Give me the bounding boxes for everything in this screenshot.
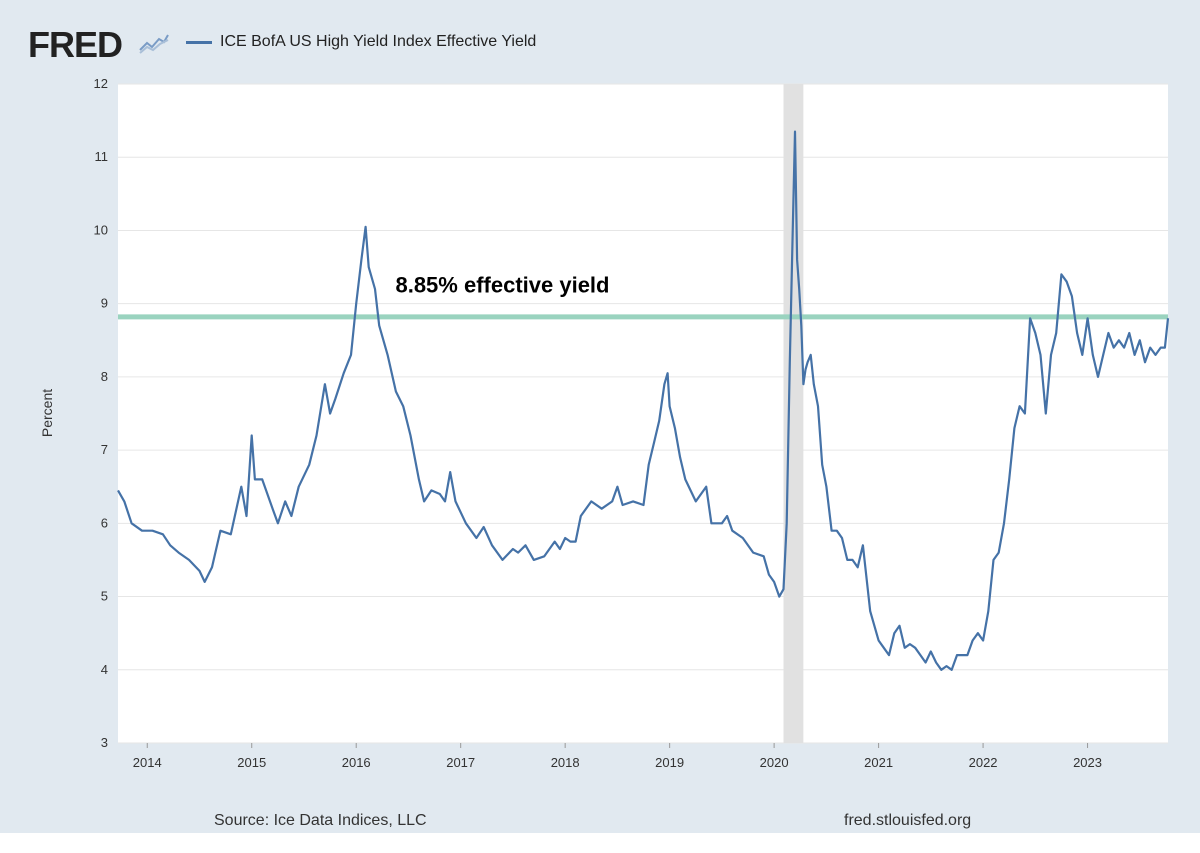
y-tick-label-4: 4 [101,662,108,677]
y-axis-label: Percent [39,389,55,437]
y-axis-tick-labels: 3 4 5 6 7 8 9 10 11 12 [94,76,108,750]
y-tick-label-6: 6 [101,515,108,530]
series-line-0 [117,130,1170,671]
y-tick-label-7: 7 [101,442,108,457]
x-tick-label-2020: 2020 [760,755,789,770]
y-tick-label-12: 12 [94,76,108,91]
grid-lines [118,83,1168,744]
x-tick-label-2014: 2014 [133,755,162,770]
y-tick-label-3: 3 [101,735,108,750]
x-tick-label-2021: 2021 [864,755,893,770]
legend-label: ICE BofA US High Yield Index Effective Y… [220,33,537,50]
x-tick-label-2022: 2022 [969,755,998,770]
y-tick-label-8: 8 [101,369,108,384]
x-tick-label-2019: 2019 [655,755,684,770]
chart-annotation: 8.85% effective yield [395,273,609,298]
plot-area [118,84,1168,743]
x-tick-label-2016: 2016 [342,755,371,770]
x-axis-tick-labels: 2014 2015 2016 2017 2018 2019 2020 2021 2022 2023 [133,743,1102,770]
bottom-strip [0,833,1200,853]
x-tick-label-2015: 2015 [237,755,266,770]
fred-logo-graph-icon [138,30,170,56]
fred-logo[interactable]: FRED [28,24,123,65]
y-tick-label-11: 11 [95,149,109,164]
recession-band-group [783,84,804,743]
recession-band [783,84,804,743]
footer-source: Source: Ice Data Indices, LLC [214,812,427,829]
footer-site-link[interactable]: fred.stlouisfed.org [844,812,972,829]
chart-legend: ICE BofA US High Yield Index Effective Y… [186,33,536,51]
legend-swatch [186,40,212,44]
x-tick-label-2018: 2018 [551,755,580,770]
y-tick-label-5: 5 [101,589,108,604]
series-group [117,130,1170,671]
x-tick-label-2017: 2017 [446,755,475,770]
x-tick-label-2023: 2023 [1073,755,1102,770]
y-tick-label-10: 10 [94,222,108,237]
y-tick-label-9: 9 [101,296,108,311]
